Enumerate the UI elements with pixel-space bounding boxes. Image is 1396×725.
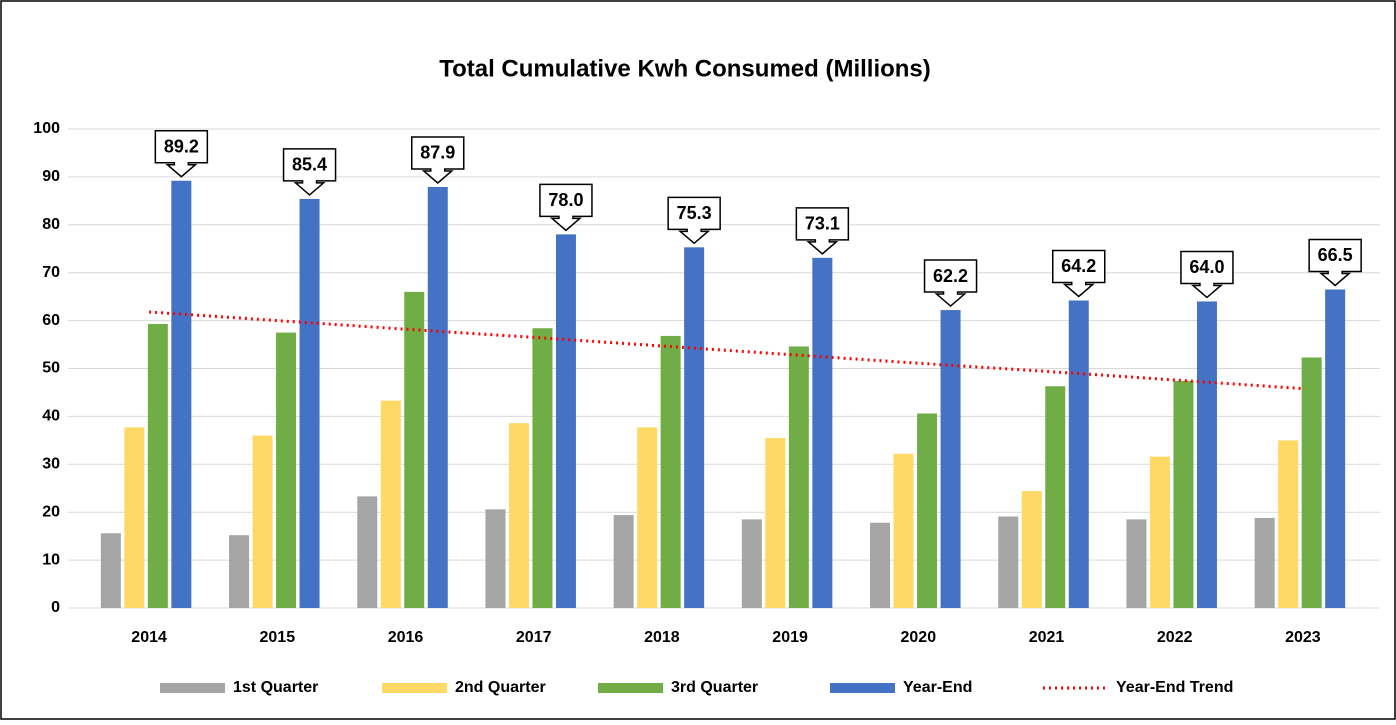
y-tick-label: 10	[42, 551, 60, 568]
y-tick-label: 60	[42, 312, 60, 329]
callout-box	[282, 148, 337, 196]
data-label: 89.2	[164, 136, 199, 156]
bar	[1196, 301, 1217, 608]
data-label: 75.3	[677, 203, 712, 223]
y-tick-label: 100	[33, 120, 60, 137]
bar	[171, 180, 192, 608]
bar	[870, 522, 891, 608]
bar	[555, 234, 576, 608]
legend-swatch	[160, 683, 225, 693]
bar	[357, 496, 378, 608]
legend-swatch	[830, 683, 895, 693]
bar	[252, 435, 273, 608]
bar	[1278, 440, 1299, 608]
callout-box	[539, 183, 593, 232]
legend-label: Year-End Trend	[1116, 679, 1233, 696]
legend-label: 3rd Quarter	[671, 679, 758, 696]
bar	[380, 400, 401, 608]
bar	[741, 519, 762, 608]
data-label: 87.9	[420, 143, 455, 163]
x-tick-label: 2022	[1157, 629, 1193, 646]
data-label: 73.1	[805, 214, 840, 234]
bar	[1325, 289, 1346, 608]
bar	[532, 328, 553, 608]
x-tick-label: 2021	[1029, 629, 1065, 646]
bar	[917, 413, 938, 608]
y-tick-label: 0	[51, 599, 60, 616]
legend-swatch	[598, 683, 663, 693]
y-tick-label: 20	[42, 503, 60, 520]
callout-box	[795, 207, 850, 255]
bar	[812, 257, 833, 608]
bar	[229, 535, 250, 608]
bar	[893, 453, 914, 608]
data-label: 64.2	[1061, 256, 1096, 276]
y-tick-label: 80	[42, 216, 60, 233]
data-label: 64.0	[1189, 257, 1224, 277]
x-tick-label: 2023	[1285, 629, 1321, 646]
x-tick-label: 2020	[901, 629, 937, 646]
callout-box	[1052, 249, 1106, 298]
y-tick-label: 40	[42, 408, 60, 425]
bar	[1021, 491, 1042, 608]
y-tick-label: 70	[42, 264, 60, 281]
legend-label: Year-End	[903, 679, 972, 696]
bar	[276, 332, 297, 608]
data-label: 62.2	[933, 266, 968, 286]
bar	[485, 509, 506, 608]
x-tick-label: 2017	[516, 629, 552, 646]
bar	[1301, 357, 1322, 608]
bar	[940, 310, 961, 608]
y-tick-label: 30	[42, 456, 60, 473]
bar	[637, 427, 658, 608]
data-label: 85.4	[292, 155, 327, 175]
legend-swatch	[382, 683, 447, 693]
bar	[1045, 386, 1066, 608]
bar	[100, 533, 121, 608]
bar	[613, 515, 634, 608]
callout-box	[411, 136, 465, 184]
callout-box	[1308, 238, 1362, 287]
callout-box	[1180, 250, 1234, 299]
callout-box	[154, 129, 209, 178]
bar	[124, 427, 145, 608]
callout-box	[667, 196, 721, 245]
bar	[765, 437, 786, 608]
data-label: 66.5	[1318, 245, 1353, 265]
x-tick-label: 2019	[772, 629, 808, 646]
bar	[660, 335, 681, 608]
bar	[427, 186, 448, 609]
legend-label: 1st Quarter	[233, 679, 318, 696]
y-tick-label: 50	[42, 360, 60, 377]
bar	[1068, 300, 1089, 608]
x-tick-label: 2018	[644, 629, 680, 646]
x-tick-label: 2015	[260, 629, 296, 646]
x-tick-label: 2016	[388, 629, 424, 646]
bar	[998, 516, 1019, 608]
bar	[404, 291, 425, 608]
bar	[1126, 519, 1147, 608]
trend-line	[148, 310, 1304, 391]
data-label: 78.0	[548, 190, 583, 210]
bar	[299, 198, 320, 608]
bar	[788, 346, 809, 608]
chart-title: Total Cumulative Kwh Consumed (Millions)	[439, 55, 931, 82]
bar	[1254, 517, 1275, 608]
bar	[508, 423, 529, 608]
bar	[1149, 456, 1170, 608]
bar	[147, 323, 168, 608]
callout-box	[923, 259, 978, 308]
y-tick-label: 90	[42, 168, 60, 185]
bar	[1173, 380, 1194, 608]
legend-label: 2nd Quarter	[455, 679, 546, 696]
bar	[684, 247, 705, 609]
x-tick-label: 2014	[131, 629, 167, 646]
